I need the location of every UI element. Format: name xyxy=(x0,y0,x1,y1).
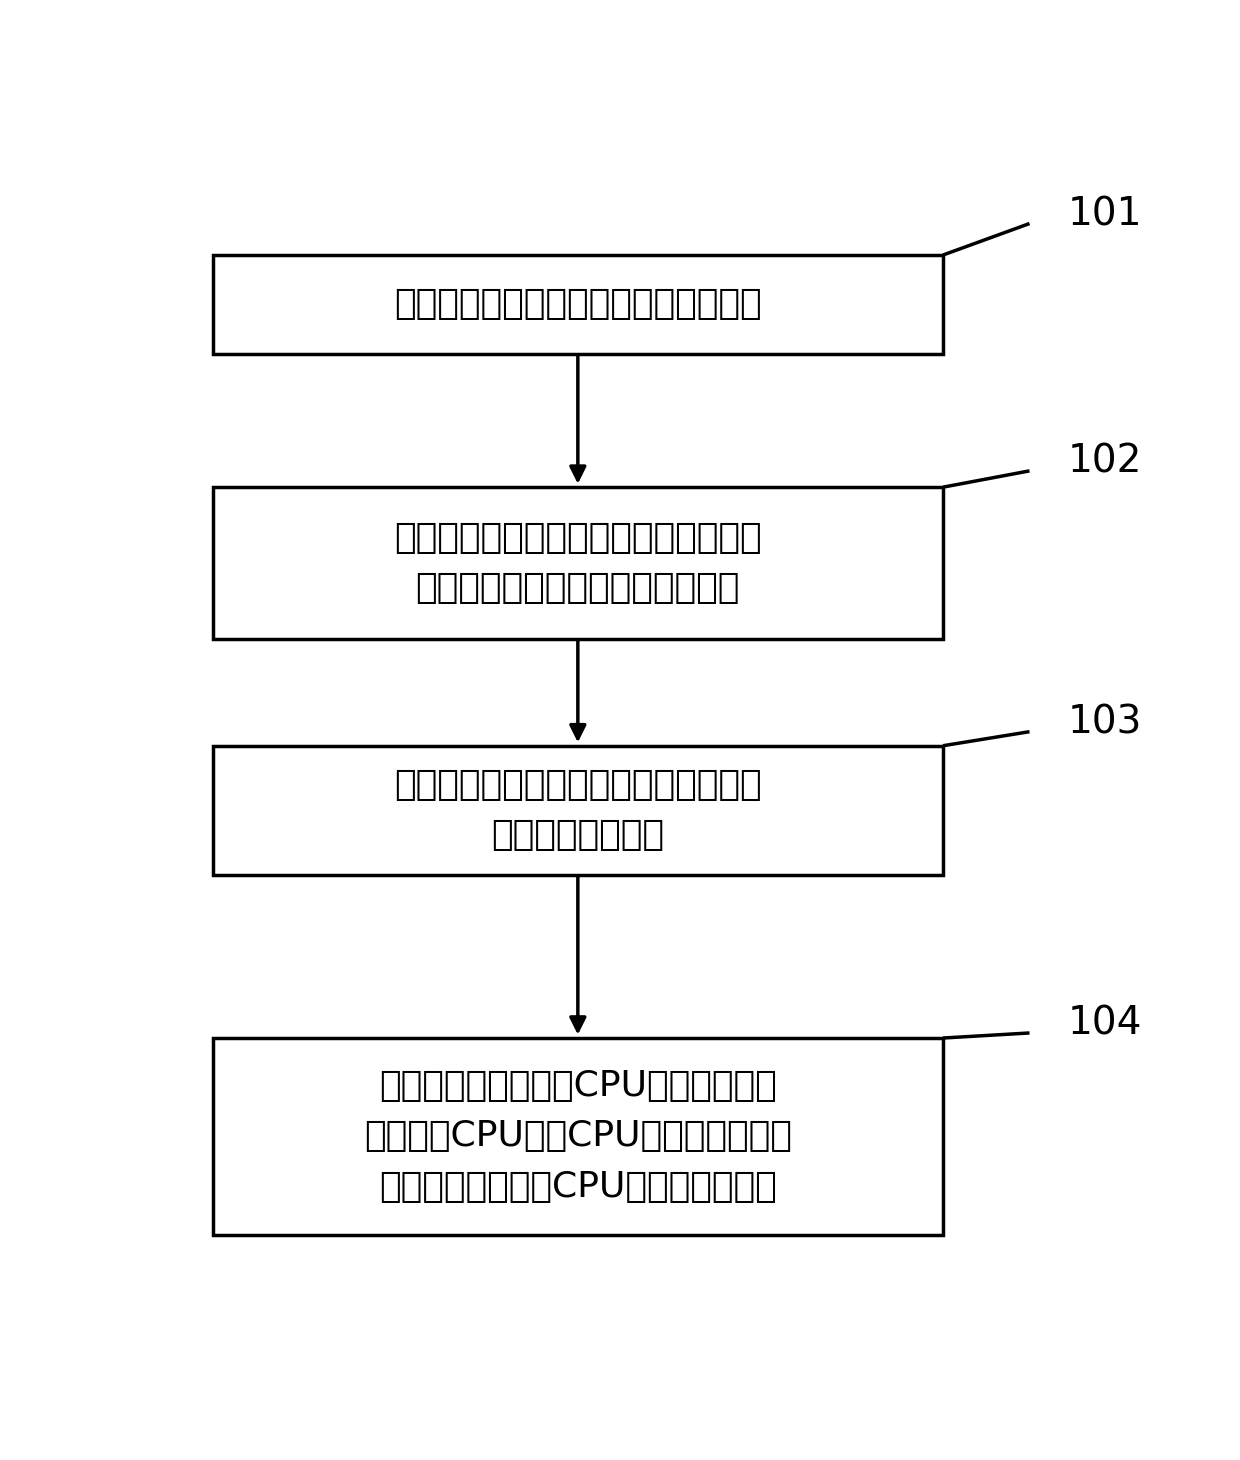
Bar xyxy=(213,255,942,353)
Text: 获取每个子任务的执行时间并进行累加
得到第二执行时间: 获取每个子任务的执行时间并进行累加 得到第二执行时间 xyxy=(394,768,761,853)
Text: 根据第二执行时间和CPU运行总时间的
比值判断CPU的状CPU运行总时间为所
述第二执行时间与CPU空闲时间的总和: 根据第二执行时间和CPU运行总时间的 比值判断CPU的状CPU运行总时间为所 述… xyxy=(363,1069,792,1203)
Bar xyxy=(213,746,942,875)
Bar xyxy=(213,488,942,639)
Bar xyxy=(213,1038,942,1235)
Text: 104: 104 xyxy=(1068,1004,1142,1042)
Text: 102: 102 xyxy=(1068,442,1142,480)
Text: 103: 103 xyxy=(1068,704,1142,742)
Text: 预估执行目标任务所需的第一执行时间: 预估执行目标任务所需的第一执行时间 xyxy=(394,288,761,321)
Text: 若第一执行时间大于所述预设值，则对
目标任务进行拆分得到多个子任务: 若第一执行时间大于所述预设值，则对 目标任务进行拆分得到多个子任务 xyxy=(394,521,761,604)
Text: 101: 101 xyxy=(1068,196,1142,234)
